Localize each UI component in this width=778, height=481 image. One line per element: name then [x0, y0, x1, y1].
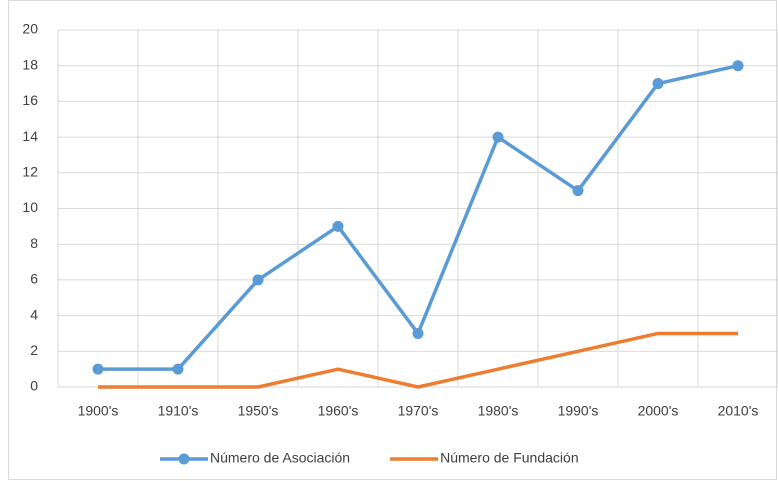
- legend-label: Número de Fundación: [440, 450, 579, 466]
- y-tick-label: 12: [22, 164, 38, 180]
- point-marker: [412, 327, 424, 339]
- x-tick-label: 1980's: [478, 403, 519, 419]
- point-marker: [172, 363, 184, 375]
- y-tick-label: 8: [30, 235, 38, 251]
- legend-marker: [178, 453, 190, 465]
- point-marker: [332, 220, 344, 232]
- x-tick-label: 1960's: [318, 403, 359, 419]
- y-tick-label: 18: [22, 56, 38, 72]
- point-marker: [572, 185, 584, 197]
- x-tick-label: 2010's: [718, 403, 759, 419]
- y-tick-label: 16: [22, 92, 38, 108]
- y-tick-label: 4: [30, 306, 38, 322]
- series-line: [98, 331, 738, 389]
- point-marker: [252, 274, 264, 286]
- x-tick-label: 1900's: [78, 403, 119, 419]
- y-tick-label: 14: [22, 128, 38, 144]
- x-tick-label: 1970's: [398, 403, 439, 419]
- y-tick-label: 2: [30, 342, 38, 358]
- x-tick-label: 1990's: [558, 403, 599, 419]
- point-marker: [652, 78, 664, 90]
- x-tick-label: 1910's: [158, 403, 199, 419]
- y-tick-label: 6: [30, 271, 38, 287]
- point-marker: [732, 60, 744, 72]
- x-tick-label: 2000's: [638, 403, 679, 419]
- point-marker: [92, 363, 104, 375]
- y-tick-label: 0: [30, 378, 38, 394]
- legend-label: Número de Asociación: [210, 450, 350, 466]
- chart-border: [8, 0, 777, 480]
- y-tick-label: 10: [22, 199, 38, 215]
- y-tick-label: 20: [22, 21, 38, 37]
- x-tick-label: 1950's: [238, 403, 279, 419]
- point-marker: [492, 131, 504, 143]
